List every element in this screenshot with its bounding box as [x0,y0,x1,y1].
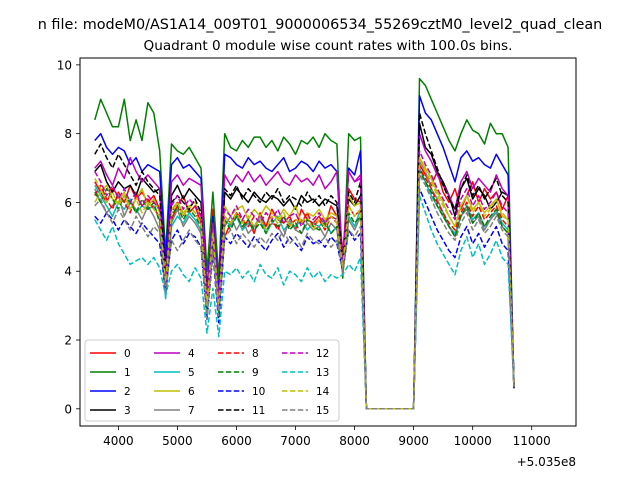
y-tick-label: 10 [57,58,72,72]
chart-suptitle: n file: modeM0/AS1A14_009T01_9000006534_… [38,17,603,33]
series-line-14 [94,156,515,410]
plot-frame [79,57,577,427]
legend-label-4: 4 [188,348,195,360]
y-tick-label: 2 [64,334,72,348]
legend-label-6: 6 [188,386,195,398]
series-line-13 [94,194,515,410]
legend-label-2: 2 [124,386,131,398]
legend-label-8: 8 [252,348,259,360]
legend-label-0: 0 [124,348,131,360]
y-tick-label: 6 [64,196,72,210]
legend-label-1: 1 [124,367,131,379]
series-layer [94,77,515,410]
x-tick-label: 9000 [398,434,429,448]
x-offset-label: +5.035e8 [517,455,576,469]
chart-title: Quadrant 0 module wise count rates with … [144,38,513,54]
series-line-15 [94,174,515,410]
legend-label-11: 11 [252,405,265,417]
x-tick-label: 4000 [103,434,134,448]
x-tick-label: 10000 [454,434,492,448]
y-tick-label: 8 [64,127,72,141]
x-tick-label: 8000 [339,434,370,448]
x-tick-label: 6000 [221,434,252,448]
ticks-layer: 4000 5000 6000 7000 8000 9000 10000 11000 0 2 4 6 8 1… [57,58,551,448]
y-tick-label: 0 [64,402,72,416]
series-line-11 [94,112,515,410]
y-tick-label: 4 [64,265,72,279]
legend-label-12: 12 [316,348,329,360]
legend-label-3: 3 [124,405,131,417]
x-tick-label: 5000 [162,434,193,448]
x-tick-label: 7000 [280,434,311,448]
legend-label-15: 15 [316,405,329,417]
legend-box [84,339,340,422]
series-line-2 [94,95,515,410]
x-tick-label: 11000 [513,434,551,448]
legend-label-5: 5 [188,367,195,379]
legend-label-14: 14 [316,386,330,398]
legend-label-13: 13 [316,367,329,379]
legend-label-7: 7 [188,405,195,417]
legend-label-10: 10 [252,386,265,398]
legend-label-9: 9 [252,367,259,379]
